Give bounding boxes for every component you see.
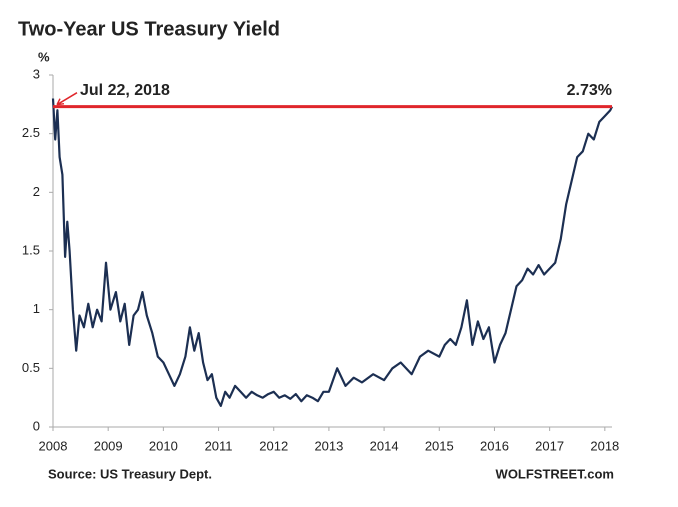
credit: WOLFSTREET.com bbox=[496, 466, 614, 481]
x-tick-label: 2008 bbox=[39, 438, 68, 453]
y-tick-label: 0.5 bbox=[22, 360, 40, 375]
source: Source: US Treasury Dept. bbox=[48, 466, 212, 481]
y-tick-label: 3 bbox=[33, 66, 40, 81]
x-tick-label: 2011 bbox=[205, 438, 233, 453]
x-tick-label: 2018 bbox=[590, 438, 619, 453]
reference-label: 2.73% bbox=[567, 82, 612, 99]
x-tick-label: 2016 bbox=[480, 438, 509, 453]
annotation: Jul 22, 2018 bbox=[80, 82, 170, 99]
line-series bbox=[51, 98, 613, 407]
x-tick-label: 2010 bbox=[149, 438, 178, 453]
y-tick-label: 2 bbox=[33, 184, 40, 199]
y-tick-label: 1 bbox=[33, 301, 40, 316]
y-axis-label: % bbox=[38, 49, 50, 64]
x-tick-label: 2015 bbox=[425, 438, 454, 453]
x-tick-label: 2014 bbox=[370, 438, 399, 453]
x-tick-label: 2012 bbox=[259, 438, 288, 453]
y-tick-label: 1.5 bbox=[22, 242, 40, 257]
y-tick-label: 0 bbox=[33, 418, 40, 433]
annotation-arrow bbox=[56, 92, 78, 106]
x-tick-label: 2009 bbox=[94, 438, 123, 453]
x-tick-label: 2017 bbox=[535, 438, 564, 453]
x-tick-label: 2013 bbox=[314, 438, 343, 453]
chart-title: Two-Year US Treasury Yield bbox=[18, 18, 280, 40]
y-tick-label: 2.5 bbox=[22, 125, 40, 140]
